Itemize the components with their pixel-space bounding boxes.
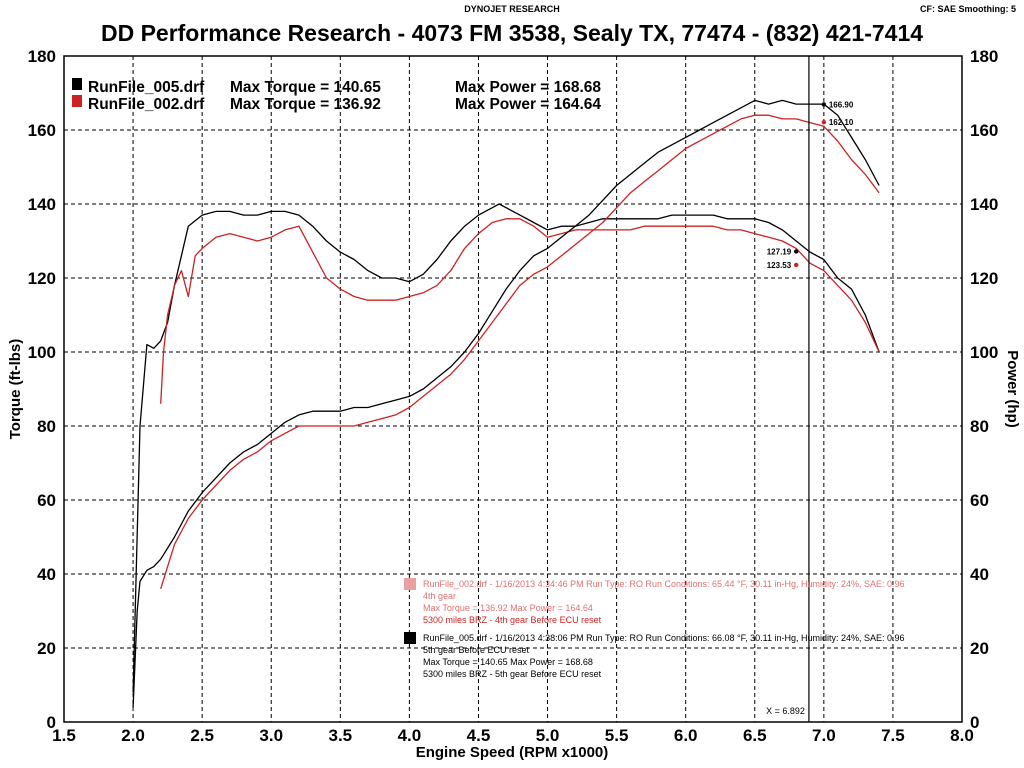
note-run002-line-1: RunFile_002.drf - 1/16/2013 4:34:46 PM R… [423,579,905,589]
x-tick-label: 2.5 [190,726,214,745]
y-tick-label-right: 20 [970,639,989,658]
point-marker [821,120,827,125]
chart-title: DD Performance Research - 4073 FM 3538, … [101,20,923,46]
x-tick-label: 4.5 [467,726,491,745]
y-tick-label-left: 100 [28,343,56,362]
y-right-tick-labels: 0 20 40 60 80 100 120 140 160 180 [970,47,998,732]
series-line-p002 [160,114,880,589]
y-tick-label-right: 140 [970,195,998,214]
note-run005-line-3: Max Torque = 140.65 Max Power = 168.68 [423,657,593,667]
y-tick-label-right: 120 [970,269,998,288]
x-tick-label: 7.0 [812,726,836,745]
y-axis-title-left: Torque (ft-lbs) [7,339,24,440]
y-tick-label-left: 20 [37,639,56,658]
y-tick-label-right: 100 [970,343,998,362]
y-axis-title-right: Power (hp) [1004,350,1021,428]
point-labels: 166.90 162.10 127.19 123.53 [767,100,854,269]
point-label: 127.19 [767,247,792,256]
y-tick-label-left: 120 [28,269,56,288]
note-run002-line-3: Max Torque = 136.92 Max Power = 164.64 [423,603,593,613]
note-run005-line-2: 5th gear Before ECU reset [423,645,530,655]
legend-torque-run002: Max Torque = 136.92 [230,96,381,113]
legend-file-run002: RunFile_002.drf [88,96,205,113]
x-tick-label: 3.0 [259,726,283,745]
note-run002-line-2: 4th gear [423,591,456,601]
x-tick-label: 1.5 [52,726,76,745]
y-tick-label-left: 160 [28,121,56,140]
y-tick-label-left: 0 [47,713,56,732]
point-marker [794,249,799,254]
x-tick-label: 7.5 [881,726,905,745]
y-tick-label-left: 80 [37,417,56,436]
note-run002: RunFile_002.drf - 1/16/2013 4:34:46 PM R… [423,579,905,625]
x-tick-label: 5.5 [605,726,629,745]
legend-swatch-run002 [72,95,82,107]
note-run005-line-4: 5300 miles BRZ - 5th gear Before ECU res… [423,669,602,679]
x-tick-label: 3.5 [328,726,352,745]
point-label: 162.10 [829,118,854,127]
y-tick-label-right: 60 [970,491,989,510]
y-tick-label-right: 180 [970,47,998,66]
grid-lines [64,56,962,722]
y-tick-label-left: 180 [28,47,56,66]
series-line-p005 [132,99,880,708]
note-run002-line-4: 5300 miles BRZ - 4th gear Before ECU res… [423,615,602,625]
plot-frame [63,55,963,723]
y-tick-label-left: 140 [28,195,56,214]
header-source: DYNOJET RESEARCH [464,4,560,14]
y-tick-label-left: 60 [37,491,56,510]
point-label: 123.53 [767,261,792,270]
series-lines [132,99,880,708]
y-tick-label-right: 80 [970,417,989,436]
y-tick-label-right: 0 [970,713,979,732]
point-marker [794,262,799,268]
y-tick-label-left: 40 [37,565,56,584]
legend-file-run005: RunFile_005.drf [88,79,205,96]
x-tick-label: 8.0 [950,726,974,745]
note-swatch-run005 [404,632,416,644]
note-swatch-run002 [404,578,416,590]
legend-swatch-run005 [72,78,82,90]
point-marker [821,102,827,107]
note-run005-line-1: RunFile_005.drf - 1/16/2013 4:38:06 PM R… [423,633,905,643]
legend-power-run005: Max Power = 168.68 [455,79,601,96]
cursor-label: X = 6.892 [766,706,805,716]
x-tick-labels: 1.5 2.0 2.5 3.0 3.5 4.0 4.5 5.0 5.5 6.0 6.5 7.0 7.5 8… [52,726,974,745]
header-settings: CF: SAE Smoothing: 5 [920,4,1016,14]
series-line-t002 [160,218,880,404]
point-label: 166.90 [829,100,854,109]
note-run005: RunFile_005.drf - 1/16/2013 4:38:06 PM R… [423,633,905,679]
legend-power-run002: Max Power = 164.64 [455,96,601,113]
y-tick-label-right: 40 [970,565,989,584]
y-left-tick-labels: 0 20 40 60 80 100 120 140 160 180 [28,47,56,732]
x-tick-label: 6.5 [743,726,767,745]
x-tick-label: 4.0 [398,726,422,745]
x-axis-title: Engine Speed (RPM x1000) [416,744,609,761]
y-tick-label-right: 160 [970,121,998,140]
legend-torque-run005: Max Torque = 140.65 [230,79,381,96]
series-line-t005 [132,203,880,693]
x-tick-label: 2.0 [121,726,145,745]
x-tick-label: 5.0 [536,726,560,745]
x-tick-label: 6.0 [674,726,698,745]
